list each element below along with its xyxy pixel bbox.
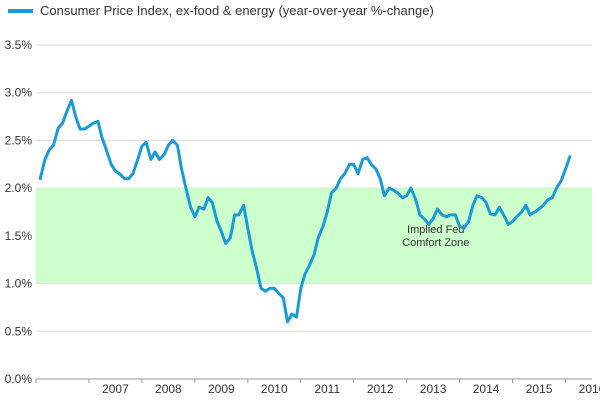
x-tick-label: 2009	[208, 382, 235, 396]
legend: Consumer Price Index, ex-food & energy (…	[8, 3, 434, 18]
x-tick-label: 2007	[102, 382, 129, 396]
legend-label: Consumer Price Index, ex-food & energy (…	[40, 3, 434, 18]
y-tick-label: 2.5%	[5, 133, 33, 147]
x-tick-label: 2016	[579, 382, 600, 396]
series-group	[38, 98, 572, 324]
cpi-series-line	[38, 98, 572, 324]
comfort-zone-band	[36, 188, 592, 284]
x-tick-label: 2010	[261, 382, 288, 396]
x-tick-label: 2012	[367, 382, 394, 396]
x-tick-label: 2013	[420, 382, 447, 396]
y-tick-label: 0.0%	[5, 372, 33, 386]
y-tick-label: 1.0%	[5, 277, 33, 291]
y-tick-label: 3.5%	[5, 38, 33, 52]
comfort-zone-label: Comfort Zone	[402, 237, 469, 249]
x-tick-label: 2015	[526, 382, 553, 396]
y-tick-label: 2.0%	[5, 181, 33, 195]
x-tick-label: 2008	[155, 382, 182, 396]
x-tick-label: 2014	[473, 382, 500, 396]
x-tick-label: 2011	[314, 382, 340, 396]
y-tick-label: 0.5%	[5, 324, 33, 338]
axes: 0.0% 0.5% 1.0% 1.5% 2.0% 2.5% 3.0% 3.5% 2007 2008…	[5, 38, 600, 396]
comfort-zone-label: Implied Fed	[407, 224, 464, 236]
y-tick-label: 3.0%	[5, 86, 33, 100]
y-tick-label: 1.5%	[5, 229, 33, 243]
